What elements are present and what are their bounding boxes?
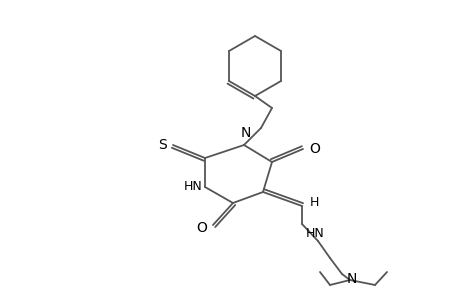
Text: N: N	[241, 126, 251, 140]
Text: HN: HN	[305, 227, 324, 240]
Text: HN: HN	[184, 179, 202, 193]
Text: O: O	[308, 142, 319, 156]
Text: O: O	[196, 221, 207, 235]
Text: N: N	[346, 272, 356, 286]
Text: S: S	[158, 138, 167, 152]
Text: H: H	[309, 196, 319, 208]
